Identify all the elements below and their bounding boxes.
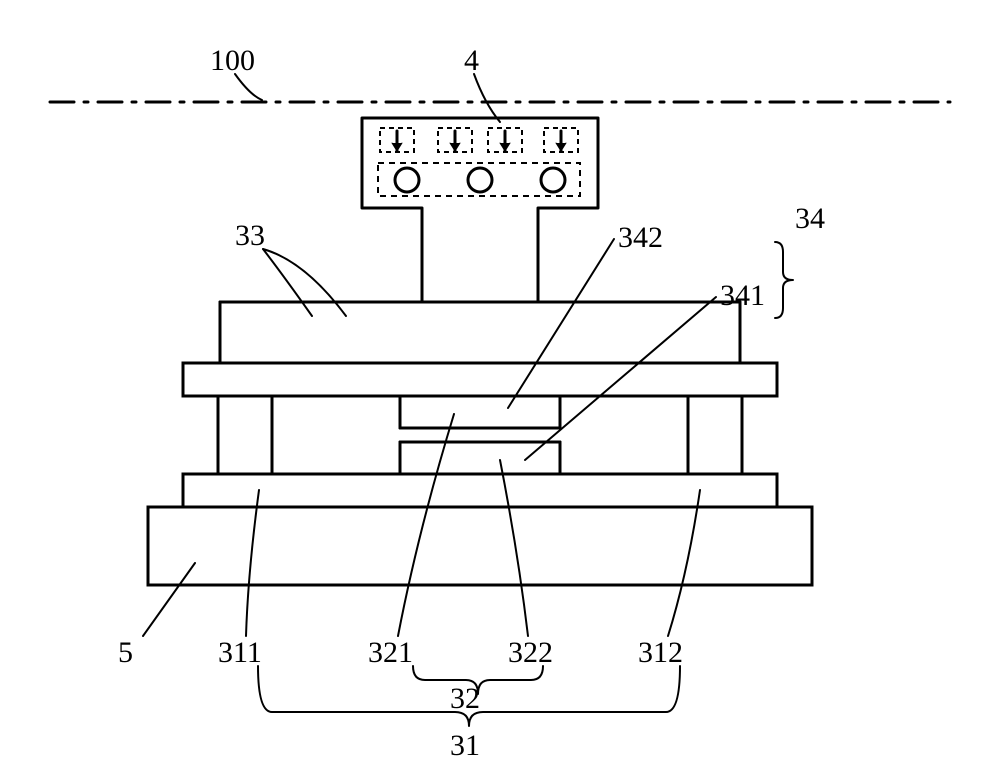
label-34: 34 <box>795 202 825 235</box>
canvas-bg <box>0 0 1000 757</box>
label-341: 341 <box>720 279 765 312</box>
diagram-root: 100 4 33 342 341 34 5 311 321 322 312 32 31 <box>0 0 1000 757</box>
label-312: 312 <box>638 636 683 669</box>
label-4: 4 <box>464 44 479 77</box>
label-32: 32 <box>450 682 480 715</box>
label-321: 321 <box>368 636 413 669</box>
label-311: 311 <box>218 636 262 669</box>
label-5: 5 <box>118 636 133 669</box>
label-100: 100 <box>210 44 255 77</box>
label-342: 342 <box>618 221 663 254</box>
label-31: 31 <box>450 729 480 757</box>
label-322: 322 <box>508 636 553 669</box>
label-33: 33 <box>235 219 265 252</box>
